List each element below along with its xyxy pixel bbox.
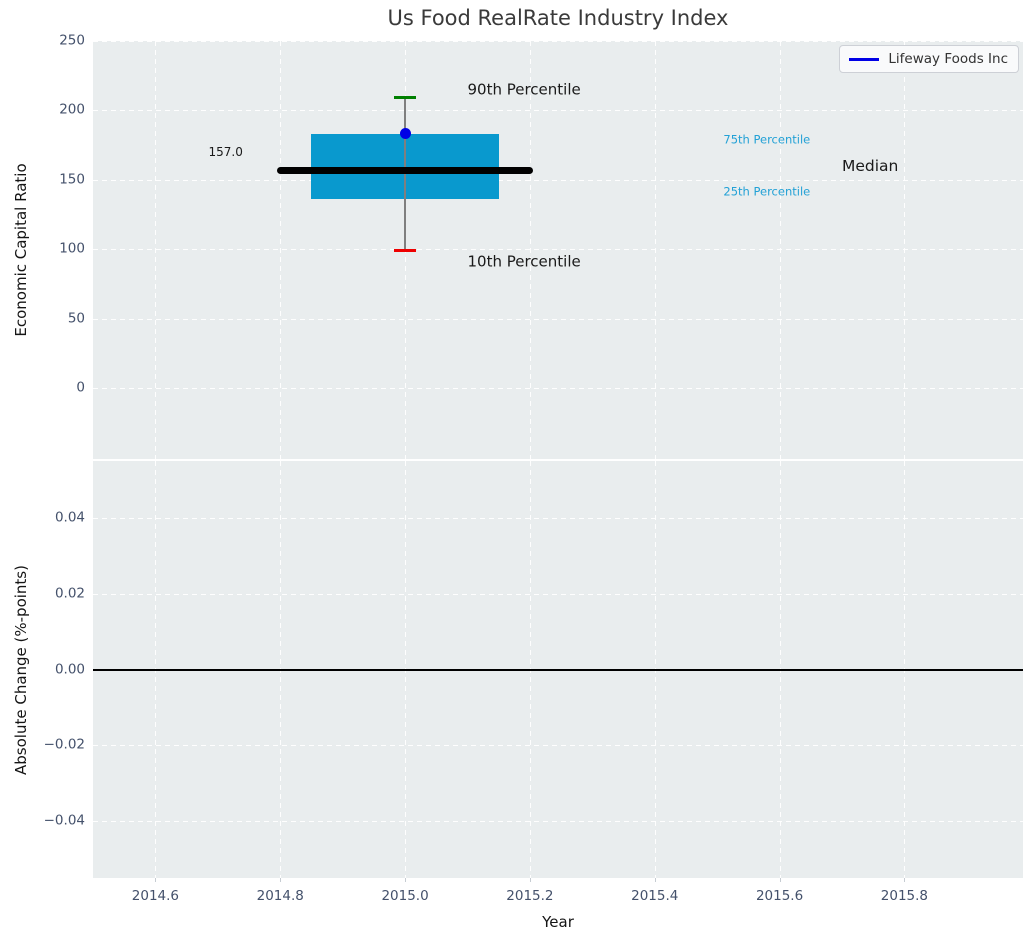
y-tick-label: 50 (67, 309, 85, 326)
p90-label: 90th Percentile (467, 79, 581, 98)
legend-label: Lifeway Foods Inc (888, 51, 1008, 67)
y-tick-label: 0.04 (54, 509, 85, 526)
gridline-horizontal (93, 593, 1023, 595)
x-tick-label: 2015.8 (880, 888, 929, 904)
p75-label: 75th Percentile (723, 131, 811, 146)
y-tick-label: 150 (59, 171, 85, 188)
top-axes-plot-area (93, 41, 1023, 459)
whisker-line (404, 97, 406, 251)
zero-line (93, 668, 1023, 671)
x-tick-mark (779, 878, 781, 882)
median-value-label: 157.0 (208, 145, 243, 160)
x-tick-label: 2015.6 (755, 888, 804, 904)
chart-title: Us Food RealRate Industry Index (387, 6, 729, 30)
y-tick-label: 200 (59, 101, 85, 118)
x-tick-mark (654, 878, 656, 882)
cap-10th-percentile (394, 249, 417, 253)
gridline-horizontal (93, 745, 1023, 747)
y-tick-label: 0.02 (54, 584, 85, 601)
p25-label: 25th Percentile (723, 184, 811, 199)
gridline-horizontal (93, 41, 1023, 42)
cap-90th-percentile (394, 96, 417, 100)
p10-label: 10th Percentile (467, 252, 581, 271)
gridline-horizontal (93, 179, 1023, 181)
gridline-horizontal (93, 110, 1023, 112)
y-tick-label: −0.02 (43, 736, 85, 753)
x-tick-mark (405, 878, 407, 882)
gridline-horizontal (93, 249, 1023, 251)
y-tick-label: 100 (59, 240, 85, 257)
legend-line-swatch (849, 57, 880, 61)
x-tick-label: 2015.0 (381, 888, 429, 904)
y-tick-label: 0 (76, 379, 85, 396)
y-tick-label: −0.04 (43, 812, 85, 829)
x-tick-mark (529, 878, 531, 882)
company-point-dot (399, 127, 411, 139)
x-tick-mark (280, 878, 282, 882)
x-tick-label: 2014.6 (131, 888, 180, 904)
gridline-horizontal (93, 517, 1023, 519)
x-axis-title: Year (542, 913, 574, 931)
gridline-horizontal (93, 318, 1023, 320)
x-tick-label: 2015.4 (631, 888, 679, 904)
x-tick-label: 2014.8 (256, 888, 304, 904)
gridline-horizontal (93, 388, 1023, 390)
y-tick-label: 250 (59, 32, 85, 49)
y-tick-label: 0.00 (54, 660, 85, 677)
median-label: Median (841, 157, 899, 176)
legend: Lifeway Foods Inc (839, 45, 1019, 73)
x-tick-label: 2015.2 (506, 888, 554, 904)
x-tick-mark (904, 878, 906, 882)
gridline-horizontal (93, 821, 1023, 823)
x-tick-mark (155, 878, 157, 882)
median-line (277, 166, 534, 174)
